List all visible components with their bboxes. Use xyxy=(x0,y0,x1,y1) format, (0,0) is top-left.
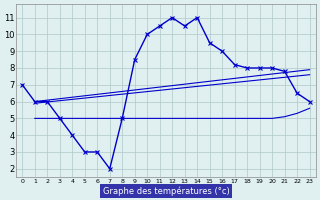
X-axis label: Graphe des températures (°c): Graphe des températures (°c) xyxy=(103,186,229,196)
